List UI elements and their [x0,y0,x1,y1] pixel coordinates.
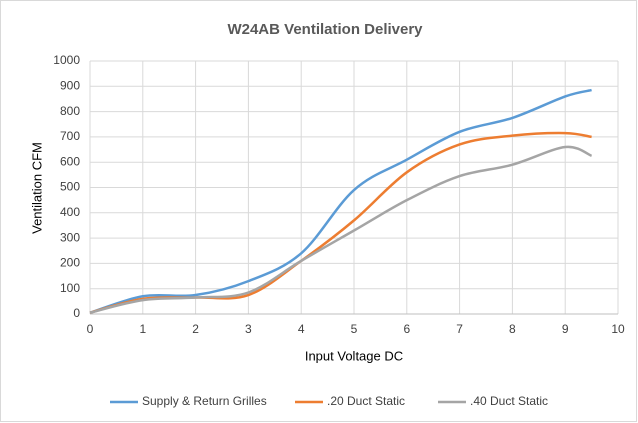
x-tick-label: 9 [562,322,569,336]
x-axis-label: Input Voltage DC [305,348,403,363]
x-tick-label: 1 [139,322,146,336]
y-tick-label: 700 [60,129,80,143]
legend-label: .40 Duct Static [470,394,548,408]
legend-label: Supply & Return Grilles [142,394,267,408]
x-tick-label: 4 [298,322,305,336]
x-tick-label: 8 [509,322,516,336]
series-line [89,145,593,314]
x-tick-label: 7 [456,322,463,336]
x-tick-label: 0 [87,322,94,336]
x-tick-label: 3 [245,322,252,336]
series-line [89,88,592,314]
y-tick-label: 600 [60,154,80,168]
legend-label: .20 Duct Static [327,394,405,408]
y-tick-label: 900 [60,78,80,92]
y-tick-label: 300 [60,230,80,244]
y-tick-label: 200 [60,256,80,270]
chart-title: W24AB Ventilation Delivery [227,21,423,38]
y-tick-label: 1000 [53,53,80,67]
y-tick-label: 100 [60,281,80,295]
y-tick-label: 400 [60,205,80,219]
x-tick-label: 10 [611,322,625,336]
y-tick-label: 800 [60,104,80,118]
y-tick-label: 0 [73,306,80,320]
x-tick-label: 5 [351,322,358,336]
y-axis-label: Ventilation CFM [29,142,44,234]
y-tick-label: 500 [60,180,80,194]
x-tick-label: 6 [403,322,410,336]
x-tick-label: 2 [192,322,199,336]
